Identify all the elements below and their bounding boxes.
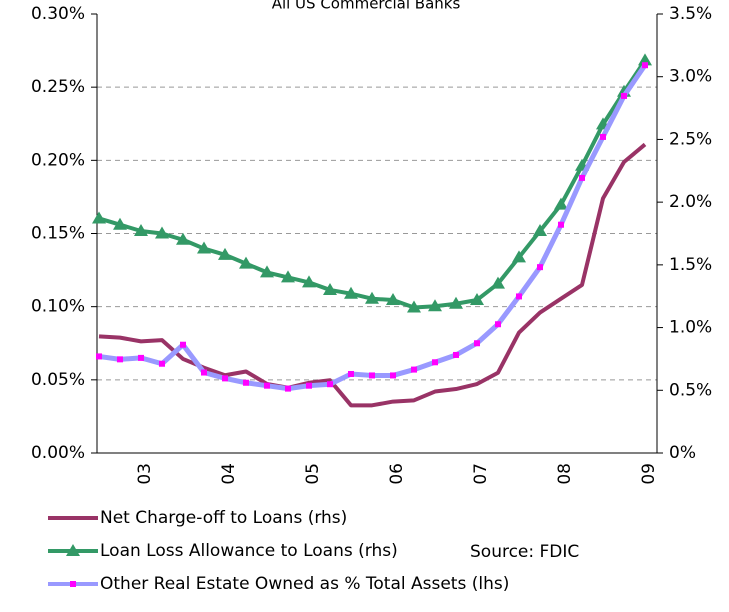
x-tick-label: 06 bbox=[387, 463, 407, 485]
marker bbox=[554, 197, 568, 210]
legend-label: Loan Loss Allowance to Loans (rhs) bbox=[100, 541, 398, 561]
y2-tick-label: 1.5% bbox=[669, 255, 712, 275]
marker bbox=[302, 275, 316, 288]
marker bbox=[642, 62, 648, 69]
y-tick-label: 0.05% bbox=[31, 370, 85, 390]
legend-marker bbox=[66, 544, 80, 556]
y2-tick-label: 3.5% bbox=[669, 4, 712, 24]
x-tick-label: 03 bbox=[135, 463, 155, 485]
marker bbox=[600, 133, 606, 140]
marker bbox=[96, 353, 102, 360]
y-tick-label: 0.15% bbox=[31, 224, 85, 244]
marker bbox=[537, 264, 543, 271]
marker bbox=[197, 241, 211, 254]
y2-tick-label: 2.5% bbox=[669, 129, 712, 149]
marker bbox=[176, 232, 190, 245]
marker bbox=[281, 270, 295, 283]
x-tick-label: 05 bbox=[303, 463, 323, 485]
marker bbox=[474, 340, 480, 347]
marker bbox=[638, 53, 652, 66]
marker bbox=[428, 299, 442, 312]
legend-label: Other Real Estate Owned as % Total Asset… bbox=[100, 574, 509, 594]
marker bbox=[285, 385, 291, 392]
marker bbox=[512, 250, 526, 263]
y-tick-label: 0.30% bbox=[31, 4, 85, 24]
x-tick-label: 04 bbox=[219, 463, 239, 485]
marker bbox=[222, 375, 228, 382]
marker bbox=[138, 354, 144, 361]
chart-title: All US Commercial Banks bbox=[272, 0, 461, 13]
marker bbox=[155, 226, 169, 239]
marker bbox=[239, 256, 253, 269]
marker bbox=[533, 223, 547, 236]
marker bbox=[407, 300, 421, 313]
marker bbox=[306, 382, 312, 389]
marker bbox=[92, 211, 106, 224]
marker bbox=[386, 292, 400, 305]
marker bbox=[218, 247, 232, 260]
marker bbox=[516, 293, 522, 300]
y-tick-label: 0.25% bbox=[31, 77, 85, 97]
marker bbox=[411, 366, 417, 373]
legend-label: Net Charge-off to Loans (rhs) bbox=[100, 508, 347, 528]
marker bbox=[134, 223, 148, 236]
marker bbox=[390, 372, 396, 379]
x-tick-label: 08 bbox=[555, 463, 575, 485]
marker bbox=[365, 291, 379, 304]
marker bbox=[159, 360, 165, 367]
y2-tick-label: 3.0% bbox=[669, 67, 712, 87]
marker bbox=[369, 372, 375, 379]
marker bbox=[264, 382, 270, 389]
marker bbox=[344, 286, 358, 299]
marker bbox=[432, 359, 438, 366]
marker bbox=[579, 174, 585, 181]
marker bbox=[323, 282, 337, 295]
y-tick-label: 0.00% bbox=[31, 443, 85, 463]
series-line bbox=[98, 142, 647, 408]
y2-tick-label: 2.0% bbox=[669, 192, 712, 212]
x-tick-label: 07 bbox=[471, 463, 491, 485]
y-tick-label: 0.10% bbox=[31, 297, 85, 317]
marker bbox=[243, 379, 249, 386]
marker bbox=[621, 92, 627, 99]
marker bbox=[327, 381, 333, 388]
y2-tick-label: 0% bbox=[669, 443, 696, 463]
marker bbox=[470, 292, 484, 305]
marker bbox=[348, 370, 354, 377]
x-tick-label: 09 bbox=[639, 463, 659, 485]
legend-marker bbox=[70, 581, 76, 587]
y-tick-label: 0.20% bbox=[31, 150, 85, 170]
marker bbox=[491, 276, 505, 289]
marker bbox=[558, 221, 564, 228]
y2-tick-label: 1.0% bbox=[669, 318, 712, 338]
marker bbox=[180, 341, 186, 348]
marker bbox=[453, 351, 459, 358]
y2-tick-label: 0.5% bbox=[669, 380, 712, 400]
marker bbox=[495, 321, 501, 328]
marker bbox=[117, 356, 123, 363]
series-line bbox=[98, 59, 647, 310]
marker bbox=[201, 369, 207, 376]
marker bbox=[260, 265, 274, 278]
marker bbox=[113, 217, 127, 230]
marker bbox=[449, 296, 463, 309]
annotation: Source: FDIC bbox=[470, 542, 579, 562]
